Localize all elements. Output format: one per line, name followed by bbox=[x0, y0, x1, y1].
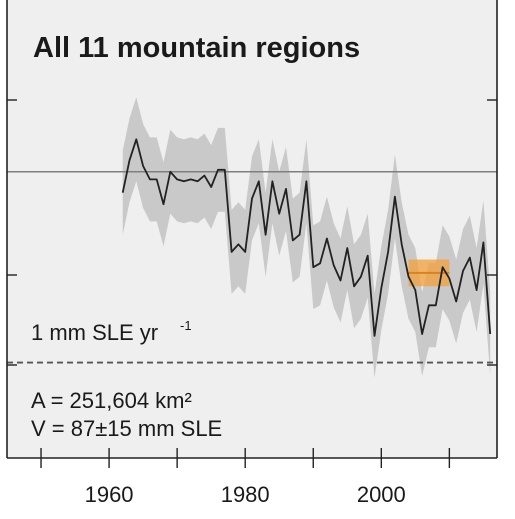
uncertainty-band bbox=[122, 97, 491, 378]
x-tick-label-1980: 1980 bbox=[221, 482, 270, 507]
highlight-band-layer bbox=[408, 259, 450, 287]
reference-line-label: 1 mm SLE yr bbox=[31, 320, 158, 345]
series-line bbox=[121, 138, 492, 337]
plot-frame bbox=[6, 0, 498, 459]
x-tick-label-2000: 2000 bbox=[357, 482, 406, 507]
y-tick-marks bbox=[7, 99, 497, 366]
volume-annotation: V = 87±15 mm SLE bbox=[31, 416, 222, 441]
chart-title: All 11 mountain regions bbox=[33, 32, 360, 64]
reference-line-label-superscript: -1 bbox=[180, 318, 192, 333]
x-tick-layer: 1960 1980 2000 bbox=[40, 448, 451, 507]
series-line-layer bbox=[121, 138, 492, 337]
uncertainty-band-layer bbox=[122, 97, 491, 378]
x-tick-label-1960: 1960 bbox=[85, 482, 134, 507]
area-annotation: A = 251,604 km² bbox=[31, 388, 192, 413]
